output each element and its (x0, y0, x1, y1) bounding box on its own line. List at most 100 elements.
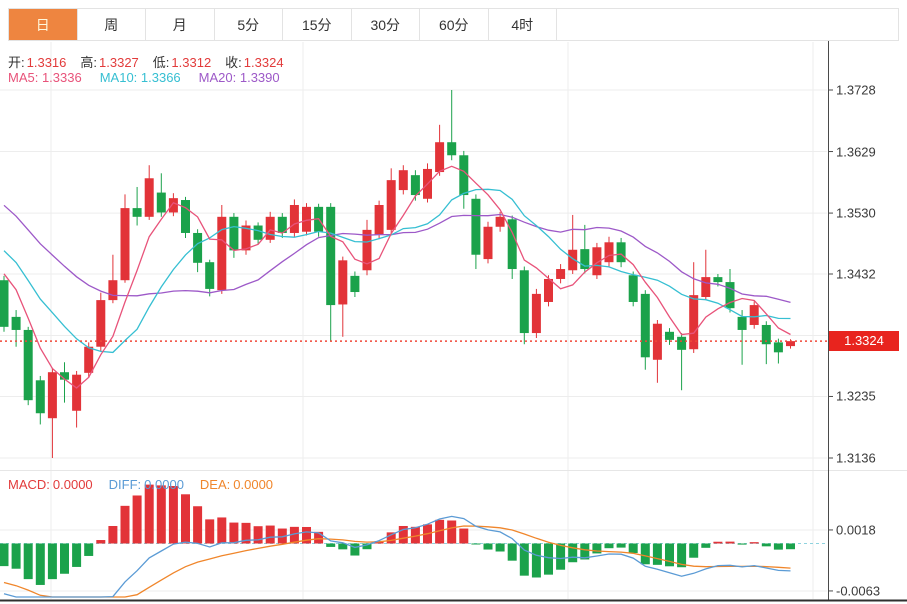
macd-lines (3, 515, 791, 598)
tab-15min[interactable]: 15分 (283, 9, 352, 40)
candle-body (604, 242, 614, 263)
tab-day[interactable]: 日 (9, 9, 78, 40)
candle-body (338, 260, 348, 305)
candle-body (725, 282, 735, 309)
tab-label: 月 (172, 16, 187, 33)
candle-body (374, 204, 384, 235)
ma10-line (3, 188, 791, 354)
macd-bar (350, 543, 360, 556)
macd-bar (677, 543, 687, 568)
macd-bar (120, 505, 130, 544)
ohlc-high: 高: 1.3327 (80, 55, 138, 70)
candle-body (277, 216, 287, 233)
candle-body (289, 204, 299, 233)
macd-bar (568, 543, 578, 563)
candle-body (713, 277, 723, 283)
candle-body (265, 216, 275, 240)
macd-bar (217, 517, 227, 544)
ohlc-label: 开: (8, 55, 25, 70)
tab-60min[interactable]: 60分 (420, 9, 489, 40)
price-axis-label: 1.3530 (836, 205, 876, 221)
macd-bar (628, 543, 638, 554)
macd-bar (47, 543, 57, 580)
macd-bar (544, 543, 553, 575)
ohlc-value: 1.3327 (99, 55, 139, 70)
ma-legend: MA5: 1.3336 MA10: 1.3366 MA20: 1.3390 (8, 70, 298, 85)
candle-body (132, 208, 142, 217)
macd-bar (483, 543, 493, 550)
macd-bar (786, 543, 795, 550)
candle-body (386, 180, 396, 230)
ohlc-label: 低: (152, 55, 170, 70)
macd-label: DEA: (199, 477, 231, 492)
macd-bar (205, 519, 215, 544)
macd-bar (459, 528, 469, 544)
macd-bar (519, 543, 529, 576)
tab-30min[interactable]: 30分 (352, 9, 420, 40)
tab-label: 15分 (301, 16, 332, 33)
macd-bar (640, 543, 650, 565)
dea-line (3, 525, 791, 598)
candle-body (435, 142, 445, 173)
candle-body (483, 226, 493, 260)
tab-month[interactable]: 月 (146, 9, 215, 40)
macd-axis-label: -0.0063 (836, 583, 881, 599)
candle-body (23, 329, 33, 401)
macd-value: 0.0000 (52, 477, 93, 492)
macd-bar (386, 532, 396, 544)
candle-body (701, 277, 711, 297)
candle-body (120, 208, 130, 281)
macd-value-legend: MACD: 0.0000 (8, 477, 93, 492)
tab-label: 周 (104, 16, 119, 33)
macd-bar (132, 495, 142, 544)
ohlc-value: 1.3324 (243, 55, 284, 70)
tab-4hour[interactable]: 4时 (489, 9, 557, 40)
price-axis-label: 1.3629 (836, 144, 876, 160)
candle-body (786, 341, 795, 347)
candle-body (229, 216, 239, 251)
macd-label: MACD: (8, 477, 50, 492)
ohlc-low: 低: 1.3312 (153, 55, 211, 70)
candle-body (108, 280, 118, 301)
candle-body (495, 216, 505, 227)
macd-value: 0.0000 (233, 477, 274, 492)
candle-body (60, 372, 69, 380)
macd-bar (665, 543, 674, 567)
ma5-line (3, 165, 791, 389)
macd-value: 0.0000 (144, 477, 184, 492)
price-axis-label: 1.3728 (836, 82, 876, 98)
macd-bar (580, 543, 590, 560)
macd-bar (556, 543, 566, 570)
macd-bar (761, 543, 771, 547)
candle-body (737, 316, 747, 330)
candle-body (677, 336, 687, 350)
ohlc-close: 收: 1.3324 (225, 55, 283, 70)
tab-week[interactable]: 周 (78, 9, 146, 40)
macd-bar (495, 543, 505, 552)
candle-body (398, 170, 408, 191)
candle-body (96, 300, 106, 347)
macd-bar (156, 485, 166, 544)
macd-bar (23, 543, 33, 580)
tab-5min[interactable]: 5分 (215, 9, 283, 40)
candle-body (144, 178, 154, 217)
macd-bar (193, 506, 203, 544)
candle-body (47, 372, 57, 419)
macd-bar (447, 520, 457, 544)
macd-bar (435, 519, 445, 544)
candle-body (640, 293, 650, 358)
diff-line (3, 515, 791, 598)
macd-legend: MACD: 0.0000 DIFF: 0.0000 DEA: 0.0000 (8, 477, 289, 492)
macd-bar (241, 522, 251, 544)
macd-bar (314, 531, 324, 544)
candle-body (205, 262, 215, 289)
candles-layer (0, 90, 795, 458)
candle-body (616, 242, 626, 263)
candle-body (471, 198, 481, 255)
macd-bar (604, 543, 614, 549)
macd-bar (362, 543, 372, 550)
ohlc-label: 收: (225, 55, 242, 70)
candle-body (241, 225, 251, 251)
